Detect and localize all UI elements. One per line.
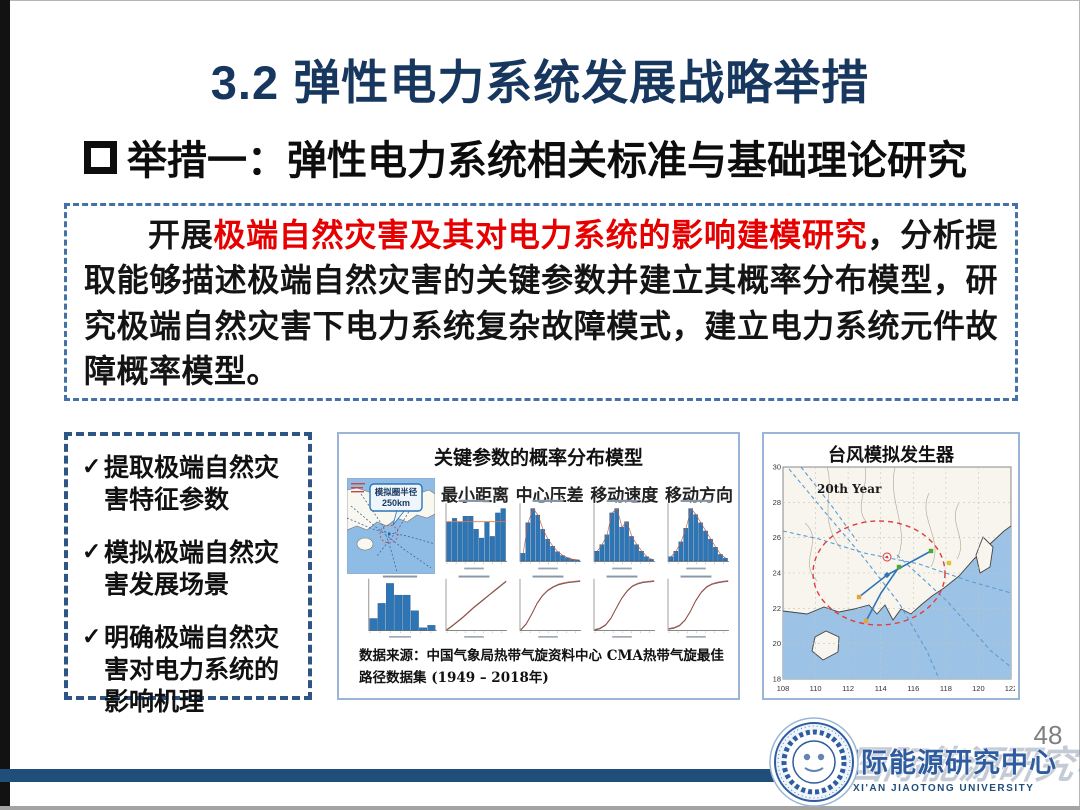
summary-lead: 开展: [148, 217, 214, 253]
svg-text:30: 30: [773, 463, 781, 472]
simulated-tracks-dashed: [782, 466, 1012, 680]
bullet-square-icon: [84, 140, 117, 174]
histogram-min-distance: [439, 498, 509, 572]
section-heading-text: 举措一：弹性电力系统相关标准与基础理论研究: [127, 139, 967, 183]
checklist-item: ✓ 提取极端自然灾害特征参数: [82, 452, 302, 516]
checklist-item: ✓ 明确极端自然灾害对电力系统的影响机理: [82, 622, 302, 718]
university-seal-icon: [769, 717, 859, 807]
logo-area: 国际能源研究中心 国际能源研究中心 XI'AN JIAOTONG UNIVERS…: [755, 712, 1080, 807]
page-number: 48: [1033, 720, 1063, 750]
cdf-move-speed: [587, 574, 657, 640]
taiwan-island: [975, 536, 994, 574]
histogram-pressure-diff: [513, 498, 583, 572]
histogram-move-speed: [587, 498, 657, 572]
page-title: 3.2 弹性电力系统发展战略举措: [210, 56, 870, 109]
svg-text:120: 120: [972, 684, 985, 693]
svg-text:20: 20: [773, 639, 781, 648]
svg-text:114: 114: [875, 684, 887, 693]
data-source-note: 数据来源：中国气象局热带气旋资料中心 CMA热带气旋最佳 路径数据集 (1949…: [359, 646, 729, 689]
typhoon-tracks: [347, 493, 435, 573]
svg-text:18: 18: [773, 675, 781, 684]
data-source-line1: 数据来源：中国气象局热带气旋资料中心 CMA热带气旋最佳: [359, 648, 724, 664]
summary-rest: ，分析提取能够描述极端自然灾害的关键参数并建立其概率分布模型，研究极端自然灾害下…: [84, 217, 998, 390]
summary-highlight: 极端自然灾害及其对电力系统的影响建模研究: [213, 217, 868, 253]
checklist-item-text: 提取极端自然灾害特征参数: [104, 454, 280, 514]
map-grid: [783, 467, 1011, 679]
section-heading: 举措一：弹性电力系统相关标准与基础理论研究: [84, 128, 1044, 186]
checkmark-icon: ✓: [82, 538, 102, 564]
svg-text:122: 122: [1005, 684, 1015, 693]
cdf-move-direction: [661, 574, 731, 640]
checkmark-icon: ✓: [82, 623, 102, 649]
cdf-min-distance: [439, 574, 509, 640]
probability-panel: 关键参数的概率分布模型 最小距离 中心压差 移动速度 移动方向 模: [337, 432, 740, 700]
x-axis-ticks: 108 110 112 114 116 118 120 122: [777, 684, 1015, 693]
legend-line: [351, 483, 365, 485]
svg-text:110: 110: [810, 684, 822, 693]
center-name: 国际能源研究中心: [833, 748, 1057, 778]
province-borders: [804, 466, 962, 582]
param-label: 最小距离: [441, 486, 509, 505]
svg-text:22: 22: [773, 604, 781, 613]
callout-text: 模拟圈半径: [375, 487, 418, 497]
checklist-item: ✓ 模拟极端自然灾害发展场景: [82, 537, 302, 601]
svg-text:24: 24: [773, 569, 781, 578]
hainan-island: [811, 630, 840, 661]
svg-text:28: 28: [773, 498, 781, 507]
panel-title: 关键参数的概率分布模型: [433, 448, 643, 469]
panel-title: 台风模拟发生器: [828, 445, 954, 465]
footer-bar: [0, 769, 782, 782]
histogram-move-direction: [661, 498, 731, 572]
track-minimap: 模拟圈半径 250km: [347, 478, 435, 574]
typhoon-map: 20th Year 108 110 112 114 116 118 120 12…: [773, 463, 1015, 693]
svg-text:108: 108: [777, 684, 790, 693]
checklist-item-text: 明确极端自然灾害对电力系统的影响机理: [104, 624, 280, 716]
svg-text:118: 118: [940, 684, 952, 693]
callout-text: 250km: [382, 498, 410, 508]
legend-line: [351, 491, 364, 493]
summary-box: 开展极端自然灾害及其对电力系统的影响建模研究，分析提取能够描述极端自然灾害的关键…: [64, 203, 1018, 401]
summary-paragraph: 开展极端自然灾害及其对电力系统的影响建模研究，分析提取能够描述极端自然灾害的关键…: [84, 213, 998, 395]
typhoon-panel: 台风模拟发生器: [762, 432, 1020, 700]
cdf-pressure-diff: [513, 574, 583, 640]
slide-bottom-edge: [0, 806, 1080, 810]
simulation-circle: [812, 520, 946, 626]
map-annotation: 20th Year: [817, 482, 882, 496]
data-source-line2: 路径数据集 (1949 – 2018年): [359, 669, 549, 686]
checkmark-icon: ✓: [82, 453, 102, 479]
svg-text:112: 112: [842, 684, 854, 693]
y-axis-ticks: 30 28 26 24 22 20 18: [773, 463, 781, 684]
legend-line: [351, 487, 363, 489]
checklist-item-text: 模拟极端自然灾害发展场景: [104, 539, 280, 599]
svg-text:26: 26: [773, 533, 781, 542]
typhoon-center-marker: [882, 552, 892, 562]
left-edge-bar: [0, 0, 10, 810]
university-name: XI'AN JIAOTONG UNIVERSITY: [853, 783, 1035, 794]
histogram-landfall: [361, 574, 439, 640]
checklist-box: ✓ 提取极端自然灾害特征参数 ✓ 模拟极端自然灾害发展场景 ✓ 明确极端自然灾害…: [64, 432, 312, 716]
svg-text:116: 116: [907, 684, 919, 693]
